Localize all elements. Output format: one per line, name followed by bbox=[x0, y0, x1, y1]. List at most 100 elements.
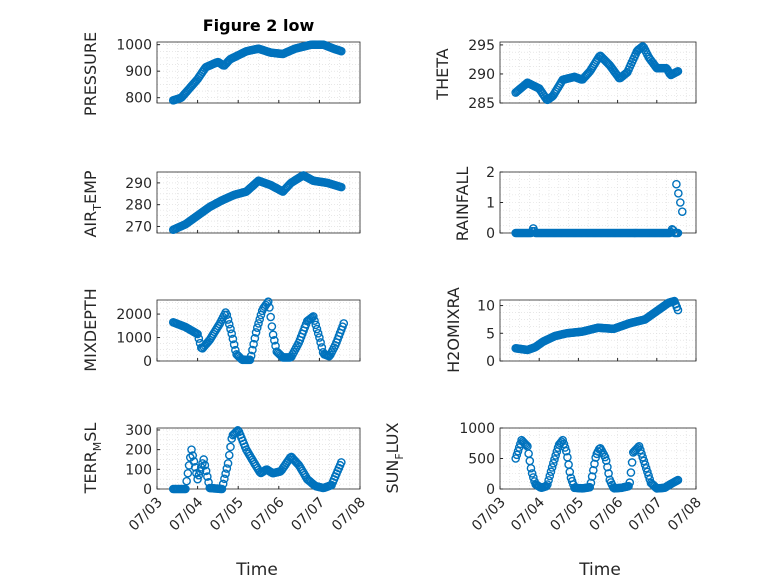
data-point bbox=[565, 467, 575, 477]
subplot-pressure: 800 900 1000 PRESSURE Figure 2 low bbox=[81, 16, 361, 116]
data-point bbox=[262, 299, 272, 308]
data-point bbox=[625, 478, 635, 487]
data-point bbox=[337, 182, 346, 192]
x-tick-label: 07/05 bbox=[547, 495, 587, 535]
y-tick-label: 1000 bbox=[116, 38, 152, 54]
data-point bbox=[672, 179, 681, 189]
data-point bbox=[228, 334, 238, 344]
x-axis-label-left: Time bbox=[235, 560, 278, 580]
data-point bbox=[217, 484, 227, 494]
data-point bbox=[585, 482, 595, 492]
data-point bbox=[227, 329, 237, 338]
data-point bbox=[627, 458, 637, 467]
data-point bbox=[313, 329, 323, 338]
data-point bbox=[254, 319, 263, 328]
data-point bbox=[640, 460, 650, 469]
data-point bbox=[181, 484, 190, 494]
data-point bbox=[251, 328, 261, 337]
y-axis-label: THETA bbox=[433, 48, 452, 100]
data-point bbox=[267, 322, 277, 331]
data-point bbox=[229, 340, 239, 349]
data-point bbox=[194, 334, 204, 343]
x-tick-label: 07/04 bbox=[167, 494, 207, 534]
data-point bbox=[676, 198, 685, 207]
data-series bbox=[511, 435, 683, 493]
data-point bbox=[246, 351, 256, 361]
data-point bbox=[312, 324, 322, 334]
data-point bbox=[249, 339, 258, 349]
data-point bbox=[337, 46, 346, 56]
data-point bbox=[231, 428, 240, 438]
data-point bbox=[677, 207, 687, 216]
data-point bbox=[639, 456, 649, 466]
y-tick-label: 200 bbox=[125, 443, 152, 459]
data-point bbox=[600, 452, 610, 462]
data-series bbox=[511, 42, 683, 105]
data-point bbox=[226, 324, 235, 334]
data-point bbox=[551, 451, 560, 460]
data-point bbox=[218, 479, 228, 489]
data-point bbox=[183, 468, 193, 478]
data-point bbox=[550, 455, 559, 464]
data-point bbox=[201, 466, 211, 476]
data-point bbox=[588, 465, 598, 475]
data-point bbox=[223, 459, 233, 468]
y-tick-label: 270 bbox=[125, 219, 152, 235]
data-point bbox=[633, 443, 643, 452]
data-point bbox=[265, 303, 274, 312]
data-point bbox=[223, 315, 233, 324]
axes-frame bbox=[156, 427, 361, 490]
data-point bbox=[233, 426, 243, 435]
data-point bbox=[673, 66, 683, 76]
data-point bbox=[316, 338, 325, 347]
data-point bbox=[590, 459, 599, 469]
x-tick-label: 07/08 bbox=[329, 495, 369, 535]
y-tick-label: 500 bbox=[468, 452, 495, 468]
data-point bbox=[198, 459, 207, 468]
data-point bbox=[245, 355, 255, 365]
y-tick-label: 1000 bbox=[116, 331, 152, 347]
subplot-sun-flux: 0 500 1000 07/03 07/04 07/05 07/06 07/07 07/08 SU… bbox=[383, 421, 705, 534]
data-point bbox=[252, 323, 262, 332]
data-point bbox=[284, 455, 294, 464]
y-axis-label: AIRTEMP bbox=[81, 170, 104, 237]
data-point bbox=[263, 297, 273, 307]
y-axis-label: SUNFLUX bbox=[383, 422, 406, 493]
data-point bbox=[546, 467, 556, 477]
data-point bbox=[231, 345, 240, 355]
subplot-mixdepth: 0 1000 2000 MIXDEPTH bbox=[81, 288, 361, 372]
x-tick-label: 07/06 bbox=[248, 494, 288, 534]
data-point bbox=[337, 458, 346, 467]
data-point bbox=[543, 480, 552, 489]
data-point bbox=[634, 441, 644, 451]
data-point bbox=[339, 319, 349, 328]
data-point bbox=[527, 469, 537, 478]
data-point bbox=[188, 451, 198, 460]
subplot-terr-msl: 0 100 200 300 07/03 07/04 07/05 07/06 07/07 07/08… bbox=[81, 423, 369, 535]
axes-frame bbox=[499, 41, 697, 104]
y-tick-label: 290 bbox=[125, 176, 152, 192]
data-point bbox=[636, 445, 645, 455]
x-axis-label-right: Time bbox=[578, 560, 621, 580]
data-point bbox=[199, 455, 208, 464]
data-point bbox=[266, 312, 275, 322]
y-tick-label: 10 bbox=[477, 299, 495, 315]
x-tick-label: 07/06 bbox=[587, 494, 627, 534]
data-point bbox=[222, 310, 232, 320]
x-tick-label: 07/08 bbox=[665, 495, 705, 535]
data-point bbox=[673, 305, 683, 315]
data-point bbox=[674, 189, 683, 198]
x-tick-label: 07/07 bbox=[626, 495, 666, 535]
axes-frame bbox=[499, 299, 697, 362]
data-point bbox=[636, 43, 645, 53]
y-axis-label: RAINFALL bbox=[453, 167, 472, 242]
axes-frame bbox=[156, 41, 361, 104]
data-point bbox=[520, 439, 530, 449]
data-series bbox=[168, 40, 346, 105]
y-axis-label: H2OMIXRA bbox=[444, 287, 463, 373]
y-tick-label: 0 bbox=[486, 226, 495, 242]
data-point bbox=[182, 476, 191, 486]
data-point bbox=[560, 443, 570, 452]
y-tick-label: 300 bbox=[125, 423, 152, 439]
